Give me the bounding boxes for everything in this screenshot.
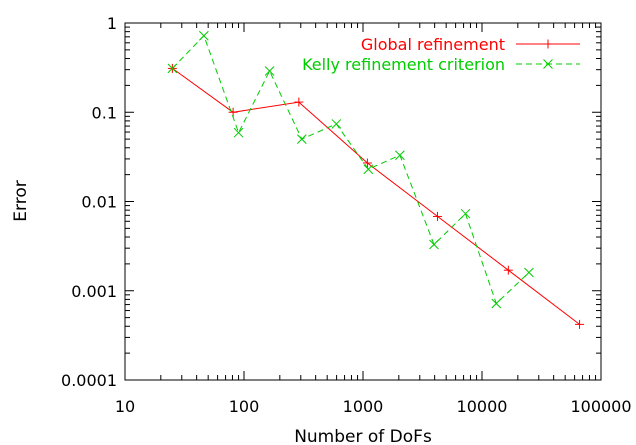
- data-point: [460, 208, 471, 219]
- series-kelly-refinement: [167, 30, 534, 309]
- x-tick-label: 10: [115, 397, 135, 416]
- series-layer: [167, 30, 585, 329]
- series-global-refinement: [167, 63, 585, 329]
- data-point: [363, 164, 374, 175]
- data-point: [294, 97, 304, 107]
- y-tick-labels: 0.0001 0.001 0.01 0.1 1: [61, 14, 117, 390]
- data-point: [167, 63, 178, 74]
- legend-label: Kelly refinement criterion: [302, 55, 505, 74]
- legend-marker: [543, 39, 553, 49]
- plot-frame: [124, 22, 602, 381]
- data-point: [228, 107, 238, 117]
- y-tick-label: 0.001: [71, 282, 117, 301]
- data-point: [575, 319, 585, 329]
- x-tick-label: 100000: [570, 397, 631, 416]
- x-axis-label: Number of DoFs: [294, 427, 432, 445]
- data-point: [503, 265, 513, 275]
- y-tick-label: 1: [107, 14, 117, 33]
- data-point: [362, 158, 372, 168]
- data-point: [296, 134, 307, 144]
- x-tick-labels: 10 100 1000 10000 100000: [115, 397, 632, 416]
- series-line: [172, 67, 580, 325]
- y-tick-label: 0.1: [92, 103, 117, 122]
- legend-marker: [543, 59, 553, 69]
- data-point: [491, 298, 502, 309]
- y-tick-label: 0.01: [81, 193, 117, 212]
- series-line: [172, 34, 530, 305]
- data-point: [524, 267, 534, 278]
- data-point: [432, 211, 442, 221]
- x-tick-label: 100: [229, 397, 260, 416]
- data-point: [331, 119, 342, 129]
- data-point: [264, 66, 275, 76]
- y-axis-label: Error: [11, 180, 31, 221]
- x-tick-label: 10000: [457, 397, 508, 416]
- y-tick-label: 0.0001: [61, 371, 117, 390]
- data-point: [429, 239, 439, 250]
- data-point: [233, 127, 244, 138]
- legend-label: Global refinement: [361, 35, 505, 54]
- data-point: [395, 150, 405, 161]
- axis-ticks: [124, 23, 601, 381]
- x-tick-label: 1000: [343, 397, 384, 416]
- data-point: [199, 30, 209, 41]
